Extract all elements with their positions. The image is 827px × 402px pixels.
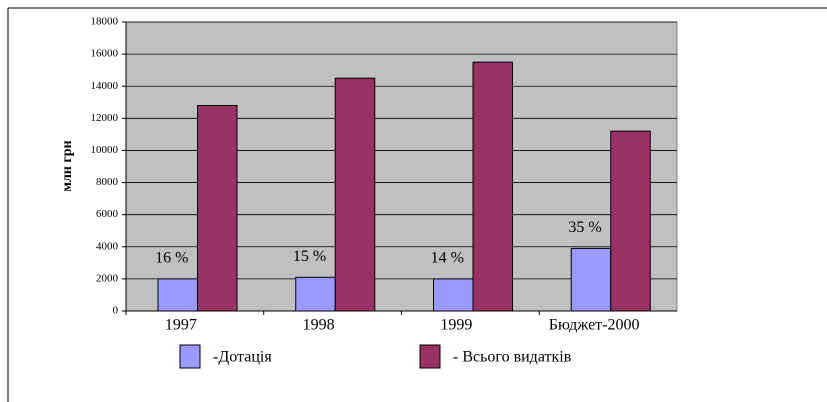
x-tick-label: 1998	[303, 317, 335, 334]
y-tick-label: 14000	[91, 80, 119, 92]
y-tick-label: 8000	[96, 176, 119, 188]
y-tick-label: 18000	[91, 16, 119, 28]
y-tick-label: 16000	[91, 48, 119, 60]
bar	[433, 278, 474, 312]
bar	[197, 104, 238, 312]
y-tick-label: 4000	[96, 240, 119, 252]
bar	[610, 130, 651, 312]
bar	[157, 278, 198, 312]
y-axis-label: млн грн	[60, 140, 75, 191]
legend-swatch	[419, 344, 441, 369]
bar	[472, 61, 513, 312]
x-tick-label: Бюджет-2000	[549, 317, 640, 334]
y-tick-label: 10000	[91, 144, 119, 156]
annotation: 15 %	[293, 248, 326, 265]
legend-label: - Всього видатків	[453, 349, 572, 366]
annotation: 14 %	[431, 250, 464, 267]
y-tick-label: 6000	[96, 208, 119, 220]
x-tick-label: 1999	[440, 317, 472, 334]
y-tick-label: 2000	[96, 272, 119, 284]
annotation: 35 %	[568, 219, 601, 236]
legend-label: -Дотація	[213, 349, 272, 366]
bar	[570, 247, 612, 312]
annotation: 16 %	[155, 250, 188, 267]
y-tick-label: 0	[113, 305, 119, 317]
legend-swatch	[179, 344, 201, 369]
bar	[295, 276, 336, 312]
bar	[334, 77, 376, 312]
x-tick-label: 1997	[165, 317, 197, 334]
y-tick-label: 12000	[91, 112, 119, 124]
